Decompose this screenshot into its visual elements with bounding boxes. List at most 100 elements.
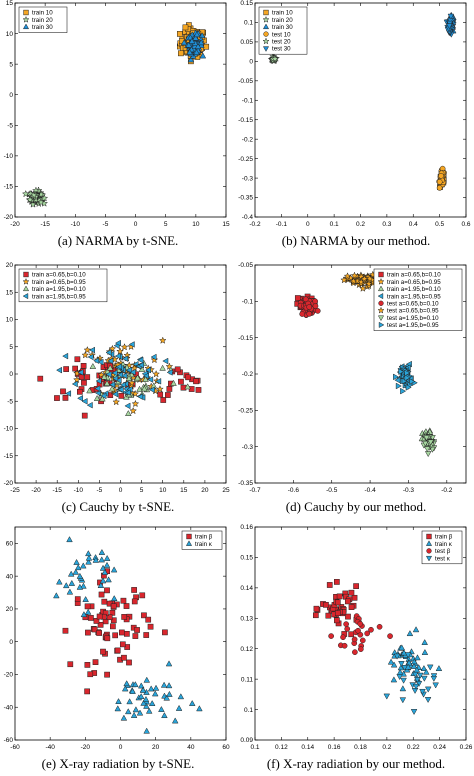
caption-b: (b) NARMA by our method.: [281, 233, 431, 248]
legend-marker: [22, 285, 30, 292]
legend-marker: [377, 277, 385, 285]
y-tick-label: 0.14: [240, 585, 253, 592]
data-point: [139, 686, 147, 693]
data-point: [66, 536, 73, 543]
x-tick-label: 5: [140, 487, 144, 494]
data-point: [63, 366, 69, 372]
legend-label: train a=1.95,b=0.95: [387, 293, 441, 300]
data-point: [376, 623, 383, 630]
data-point: [120, 714, 128, 721]
legend-marker: [22, 15, 30, 23]
x-tick-label: -0.5: [326, 487, 338, 494]
data-point: [387, 658, 395, 665]
legend-marker: [378, 300, 384, 306]
x-tick-label: -20: [31, 487, 41, 494]
data-point: [99, 395, 106, 402]
data-point: [404, 374, 411, 382]
legend-box: [181, 530, 223, 550]
y-tick-label: 15: [6, 0, 14, 7]
legend-marker: [262, 37, 270, 45]
y-tick-label: -0.3: [242, 175, 254, 182]
legend-marker: [377, 306, 385, 314]
data-point: [395, 382, 402, 390]
data-point: [404, 369, 411, 377]
data-point: [139, 592, 146, 599]
data-point: [412, 626, 420, 633]
legend-label: test a=1.95,b=0.10: [387, 315, 439, 322]
data-point: [89, 362, 97, 369]
legend-box: [18, 268, 108, 303]
data-point: [72, 365, 78, 372]
x-tick-label: 0.18: [354, 744, 367, 751]
x-tick-label: -5: [103, 221, 109, 228]
data-point: [112, 632, 119, 639]
data-point: [143, 727, 150, 734]
data-point: [436, 185, 443, 191]
data-point: [162, 629, 168, 636]
data-point: [96, 630, 102, 636]
data-point: [143, 632, 150, 638]
data-point: [401, 377, 408, 385]
legend-marker: [262, 23, 270, 30]
data-point: [72, 568, 80, 575]
data-point: [81, 398, 88, 405]
data-point: [110, 617, 117, 624]
y-tick-label: -15: [4, 184, 14, 191]
y-tick-label: 0.13: [240, 615, 253, 622]
data-point: [420, 665, 428, 671]
x-tick-label: 0.1: [330, 221, 339, 228]
data-point: [364, 630, 371, 637]
data-point: [93, 394, 101, 401]
data-point: [108, 385, 116, 392]
data-point: [359, 637, 366, 644]
panel-f: 0.1 0.12 0.14 0.16 0.18 0.2 0.22 0.24 0.260.090.…: [240, 524, 472, 751]
y-tick-label: -5: [7, 398, 13, 405]
x-tick-label: -20: [81, 744, 91, 751]
data-point: [406, 630, 414, 637]
data-point: [393, 373, 400, 381]
data-point: [142, 375, 149, 382]
data-point: [95, 389, 102, 397]
legend-label: train 30: [32, 24, 53, 31]
y-tick-label: -20: [4, 672, 14, 679]
data-point: [299, 311, 306, 317]
data-point: [142, 372, 149, 380]
legend-marker: [377, 315, 385, 322]
data-point: [398, 368, 405, 375]
legend-label: train 10: [32, 10, 53, 17]
data-point: [98, 591, 105, 598]
data-point: [400, 677, 407, 684]
data-point: [188, 699, 196, 706]
data-point: [178, 50, 184, 57]
caption-d: (d) Cauchy by our method.: [285, 499, 427, 514]
data-point: [103, 379, 111, 386]
data-point: [163, 694, 171, 701]
data-point: [62, 395, 69, 401]
legend-label: train κ: [435, 541, 453, 548]
data-point: [166, 386, 173, 392]
data-point: [394, 376, 401, 384]
data-point: [125, 410, 132, 416]
data-point: [85, 629, 91, 636]
legend-marker: [426, 548, 432, 554]
y-tick-label: 0: [9, 639, 13, 646]
data-point: [62, 627, 69, 634]
data-point: [110, 623, 116, 630]
data-point: [130, 711, 138, 718]
x-tick-label: -0.4: [364, 487, 376, 494]
y-tick-label: -60: [4, 737, 14, 744]
data-point: [116, 347, 124, 355]
x-tick-label: 10: [192, 221, 200, 228]
data-point: [156, 385, 164, 393]
data-point: [37, 375, 44, 382]
legend-marker: [426, 533, 432, 540]
x-tick-label: -0.3: [403, 487, 415, 494]
data-point: [117, 386, 124, 393]
data-point: [121, 654, 127, 661]
data-point: [334, 579, 340, 585]
data-point: [194, 42, 202, 49]
legend-label: test a=1.95,b=0.95: [387, 322, 439, 329]
data-point: [137, 693, 145, 700]
data-point: [421, 675, 428, 682]
data-point: [88, 346, 95, 354]
